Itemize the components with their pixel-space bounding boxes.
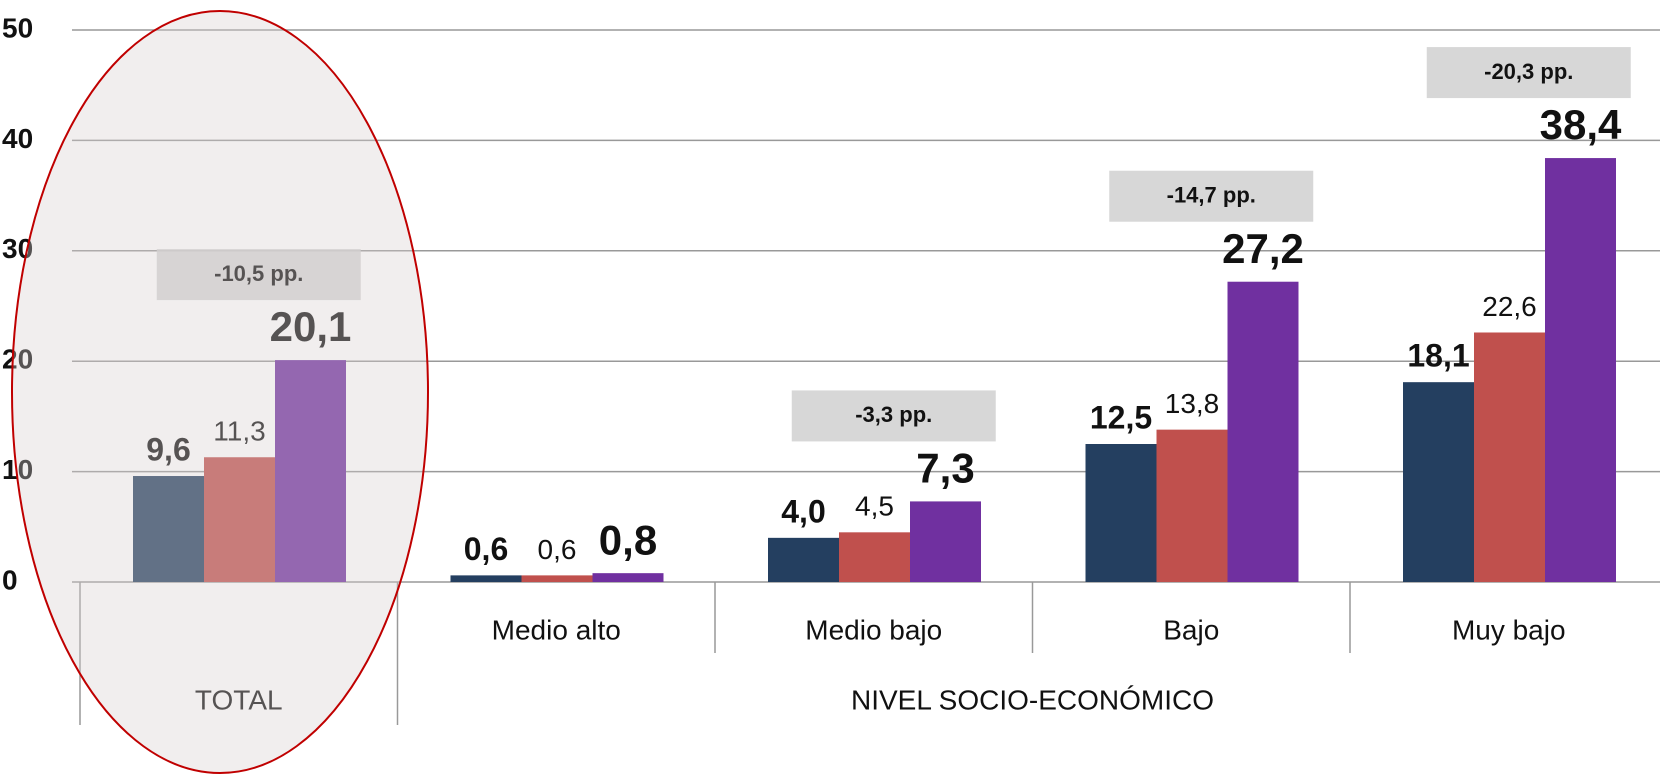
annotation-box [791,390,996,442]
value-label: 0,6 [538,534,577,565]
annotation: -20,3 pp. [1484,59,1573,84]
bar [1156,429,1228,582]
bar [1227,281,1299,582]
x-tick-label: Medio bajo [805,614,942,645]
annotation-box [1109,170,1314,222]
bar [1545,158,1616,582]
bar [768,537,839,582]
value-label: 11,3 [213,416,265,447]
value-label: 27,2 [1222,225,1304,272]
bar [204,457,275,582]
annotation: -10,5 pp. [214,261,303,286]
value-label: 20,1 [270,303,352,350]
y-tick-label: 50 [2,12,33,43]
value-label: 7,3 [916,445,974,492]
group-label: NIVEL SOCIO-ECONÓMICO [851,684,1214,715]
annotation-box [1426,47,1631,99]
y-tick-label: 40 [2,123,33,154]
bar [275,360,346,582]
value-label: 9,6 [146,431,190,467]
annotation: -14,7 pp. [1167,183,1256,208]
x-tick-label: TOTAL [195,684,283,715]
bar [133,476,204,582]
value-label: 22,6 [1482,291,1537,322]
value-label: 4,5 [855,491,894,522]
x-tick-label: Bajo [1163,614,1219,645]
bar [592,573,664,582]
value-label: 4,0 [781,493,825,529]
annotation: -3,3 pp. [855,402,932,427]
bar [1474,332,1545,582]
value-label: 12,5 [1090,399,1152,435]
y-tick-label: 0 [2,564,18,595]
bar [839,532,910,582]
value-label: 0,8 [599,516,657,563]
highlight-ellipse [11,10,429,774]
value-label: 18,1 [1407,338,1469,374]
value-label: 0,6 [464,531,508,567]
annotation-box [156,249,361,301]
bar [910,501,981,582]
value-label: 13,8 [1165,388,1220,419]
bar [521,575,593,582]
bar [450,575,522,582]
value-label: 38,4 [1540,101,1622,148]
x-tick-label: Muy bajo [1452,614,1566,645]
y-tick-label: 20 [2,344,33,375]
bar [1085,444,1157,582]
bar [1403,382,1474,582]
x-tick-label: Medio alto [492,614,621,645]
